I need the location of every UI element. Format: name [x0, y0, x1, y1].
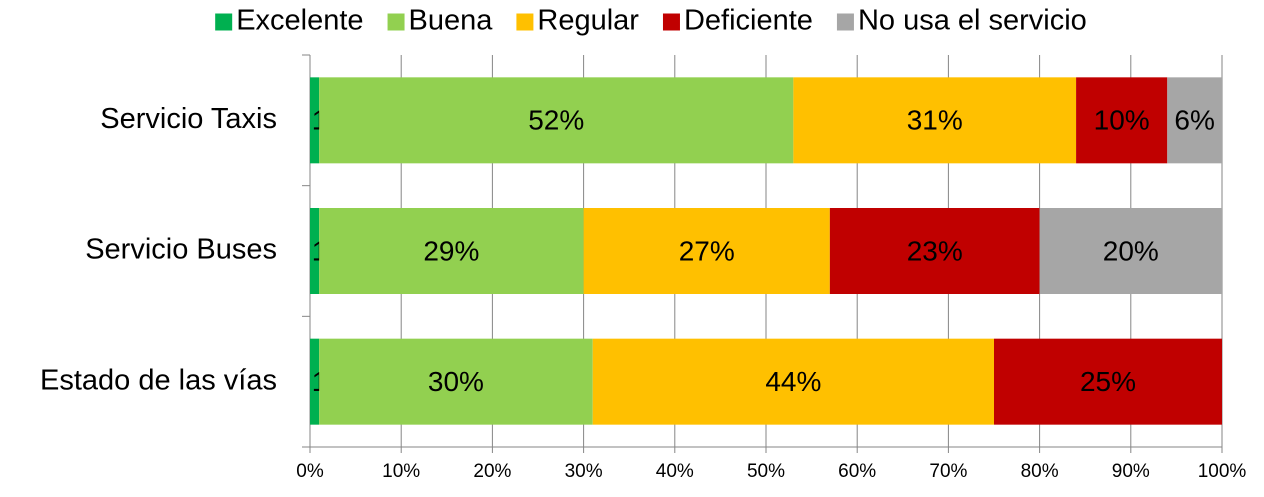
data-label: 20% [1103, 235, 1159, 266]
bar-segment [310, 77, 320, 164]
x-tick-label: 50% [747, 461, 785, 482]
legend-swatch [662, 13, 680, 31]
legend-item: Regular [516, 5, 639, 37]
bar-segment [310, 208, 320, 294]
bar-segment [994, 338, 1222, 425]
legend-swatch [387, 13, 405, 31]
bar-segment [319, 208, 584, 294]
legend-label: Regular [537, 5, 639, 37]
x-tick-label: 100% [1198, 461, 1247, 482]
bar-segment [319, 77, 794, 164]
x-tick-label: 80% [1021, 461, 1059, 482]
data-label: 10% [1094, 105, 1150, 136]
data-label: 25% [1080, 366, 1136, 397]
data-label: 44% [765, 366, 821, 397]
legend-item: Deficiente [662, 5, 813, 37]
data-label: 52% [528, 105, 584, 136]
legend-swatch [516, 13, 534, 31]
bar-segment [829, 208, 1040, 294]
legend-label: No usa el servicio [858, 5, 1087, 37]
data-label: 31% [907, 105, 963, 136]
legend-label: Excelente [236, 5, 363, 37]
data-label: 30% [428, 366, 484, 397]
x-tick-label: 20% [473, 461, 511, 482]
bar-segment [1076, 77, 1168, 164]
legend-item: No usa el servicio [836, 5, 1087, 37]
bar-segment [319, 338, 593, 425]
legend-swatch [836, 13, 854, 31]
bar-segment [592, 338, 994, 425]
bar-segment [793, 77, 1077, 164]
bar-segment [1167, 77, 1222, 164]
x-tick-label: 30% [565, 461, 603, 482]
x-tick-label: 10% [382, 461, 420, 482]
x-tick-label: 40% [656, 461, 694, 482]
legend-item: Buena [387, 5, 494, 37]
category-label: Servicio Taxis [100, 103, 277, 135]
bar-segment [310, 338, 320, 425]
legend-swatch [215, 13, 233, 31]
x-tick-label: 90% [1112, 461, 1150, 482]
category-label: Servicio Buses [85, 234, 277, 266]
x-tick-label: 70% [929, 461, 967, 482]
category-label: Estado de las vías [40, 364, 277, 396]
bar-segment [1039, 208, 1222, 294]
legend-label: Buena [409, 5, 494, 37]
legend-item: Excelente [215, 5, 364, 37]
data-label: 27% [679, 235, 735, 266]
bar-segment [583, 208, 830, 294]
data-label: 29% [423, 235, 479, 266]
data-label: 23% [907, 235, 963, 266]
x-tick-label: 60% [838, 461, 876, 482]
legend-label: Deficiente [684, 5, 813, 37]
x-tick-label: 0% [296, 461, 324, 482]
data-label: 6% [1174, 105, 1214, 136]
